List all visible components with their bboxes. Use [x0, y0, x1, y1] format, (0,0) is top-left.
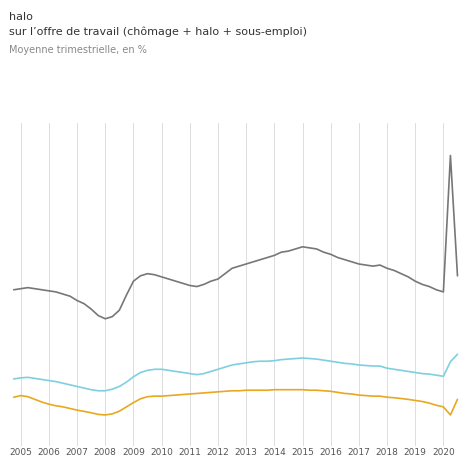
Text: halo: halo [9, 12, 33, 22]
Text: sur l’offre de travail (chômage + halo + sous-emploi): sur l’offre de travail (chômage + halo +… [9, 26, 308, 36]
Text: Moyenne trimestrielle, en %: Moyenne trimestrielle, en % [9, 45, 147, 55]
